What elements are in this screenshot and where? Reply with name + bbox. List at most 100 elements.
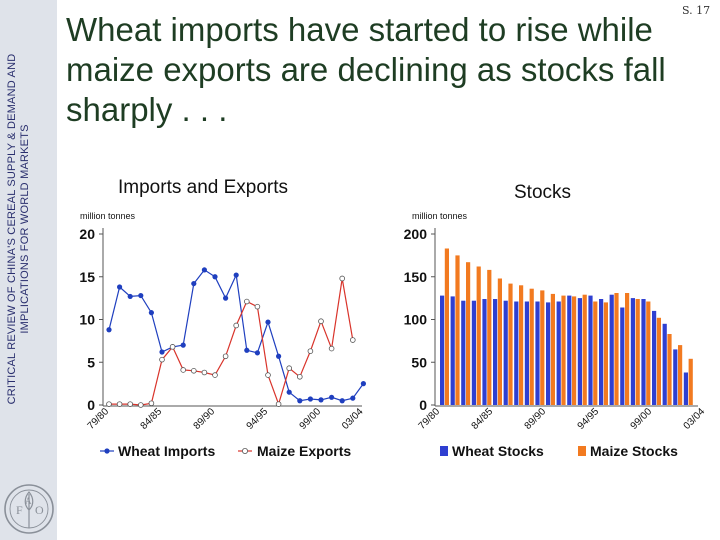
wheat-imports-point (297, 398, 303, 404)
wheat-stocks-bar (630, 298, 635, 405)
stocks-chart-title: Stocks (514, 182, 571, 203)
maize-exports-line (109, 278, 354, 407)
wheat-stocks-bar (652, 310, 657, 405)
imports-exports-x-tick-label: 94/95 (245, 406, 271, 432)
wheat-stocks-bar (440, 295, 445, 405)
svg-text:A: A (25, 496, 32, 506)
maize-stocks-bar (508, 283, 513, 405)
stocks-y-tick-label: 150 (404, 269, 428, 285)
maize-stocks-bar (603, 302, 608, 405)
imports-exports-chart-title: Imports and Exports (118, 177, 288, 198)
legend-maize-stocks-swatch (578, 446, 586, 456)
imports-exports-y-tick-label: 0 (87, 397, 95, 413)
imports-exports-x-tick-label: 03/04 (340, 406, 366, 432)
maize-stocks-bar (593, 301, 598, 405)
maize-exports-point (275, 401, 282, 407)
maize-stocks-bar (688, 358, 693, 405)
slide-number: S. 17 (682, 4, 711, 17)
stocks-y-tick-label: 200 (404, 226, 428, 242)
imports-exports-y-tick-label: 5 (87, 354, 95, 370)
maize-stocks-bar (444, 248, 449, 405)
wheat-stocks-bar (471, 300, 476, 405)
maize-stocks-bar (519, 285, 524, 405)
maize-stocks-bar (656, 317, 661, 405)
wheat-imports-point (223, 295, 229, 301)
wheat-stocks-bar (577, 298, 582, 405)
wheat-stocks-bar (493, 299, 498, 405)
maize-stocks-bar (625, 293, 630, 405)
wheat-imports-point (265, 319, 271, 325)
maize-stocks-bar (466, 262, 471, 405)
maize-exports-point (233, 322, 240, 329)
wheat-stocks-bar (450, 296, 455, 405)
legend-maize-stocks-label: Maize Stocks (590, 443, 678, 459)
imports-exports-chart: Imports and Exports million tonnes 0 5 10 1… (79, 177, 366, 459)
legend-wheat-imports-marker (104, 448, 110, 454)
wheat-imports-point (212, 274, 218, 280)
maize-stocks-bar (614, 293, 619, 405)
wheat-stocks-bar (567, 295, 572, 405)
wheat-imports-point (329, 394, 335, 400)
maize-exports-point (254, 303, 261, 310)
maize-stocks-bar (497, 278, 502, 405)
maize-stocks-bar (678, 345, 683, 405)
legend-wheat-stocks-swatch (440, 446, 448, 456)
maize-stocks-bar (476, 266, 481, 405)
wheat-imports-point (159, 349, 165, 355)
stocks-unit-label: million tonnes (412, 211, 468, 221)
stocks-x-tick-label: 94/95 (576, 406, 602, 432)
wheat-imports-point (191, 280, 197, 287)
sidebar: CRITICAL REVIEW OF CHINA'S CEREAL SUPPLY… (0, 0, 57, 540)
wheat-imports-point (360, 381, 366, 387)
legend-wheat-imports-label: Wheat Imports (118, 443, 215, 459)
maize-stocks-bar (487, 269, 492, 405)
wheat-imports-point (138, 292, 144, 299)
imports-exports-y-tick-label: 10 (79, 312, 95, 328)
maize-stocks-bar (582, 294, 587, 405)
wheat-stocks-bar (524, 301, 529, 405)
wheat-imports-point (286, 389, 292, 395)
fao-logo-icon: F O A (4, 484, 54, 534)
wheat-imports-point (127, 293, 133, 300)
wheat-imports-point (201, 267, 207, 273)
maize-exports-point (307, 348, 314, 354)
maize-stocks-bar (646, 301, 651, 405)
stocks-y-tick-label: 100 (404, 312, 428, 328)
stocks-y-tick-label: 50 (411, 354, 427, 370)
wheat-imports-point (254, 350, 260, 356)
imports-exports-legend: Wheat Imports Maize Exports (100, 443, 351, 459)
maize-stocks-bar (550, 293, 555, 405)
imports-exports-y-tick-label: 20 (79, 226, 95, 242)
stocks-x-tick-label: 99/00 (629, 406, 655, 432)
slide-title: Wheat imports have started to rise while… (66, 11, 666, 128)
maize-exports-point (339, 275, 346, 282)
maize-exports-point (201, 369, 208, 376)
wheat-stocks-bar (535, 301, 540, 405)
maize-exports-point (106, 401, 112, 407)
maize-exports-point (148, 400, 155, 407)
maize-stocks-bar (540, 290, 545, 405)
maize-exports-point (265, 372, 271, 378)
maize-exports-point (191, 367, 197, 374)
stocks-legend: Wheat Stocks Maize Stocks (440, 443, 678, 459)
wheat-stocks-bar (662, 323, 667, 405)
maize-exports-point (138, 402, 144, 408)
legend-maize-exports-label: Maize Exports (257, 443, 351, 459)
wheat-imports-line (108, 269, 364, 402)
maize-exports-point (127, 401, 133, 407)
wheat-stocks-bar (609, 294, 614, 405)
maize-stocks-bar (572, 296, 577, 405)
wheat-stocks-bar (503, 300, 508, 405)
wheat-imports-point (233, 272, 239, 278)
maize-exports-point (180, 367, 187, 373)
maize-exports-point (286, 365, 293, 372)
maize-exports-point (328, 345, 335, 352)
maize-stocks-bar (529, 288, 534, 405)
wheat-imports-point (106, 327, 112, 333)
imports-exports-x-tick-label: 99/00 (298, 406, 324, 432)
wheat-stocks-bar (461, 300, 466, 405)
wheat-stocks-bar (641, 299, 646, 405)
wheat-stocks-bar (683, 372, 688, 405)
maize-exports-point (222, 353, 229, 360)
